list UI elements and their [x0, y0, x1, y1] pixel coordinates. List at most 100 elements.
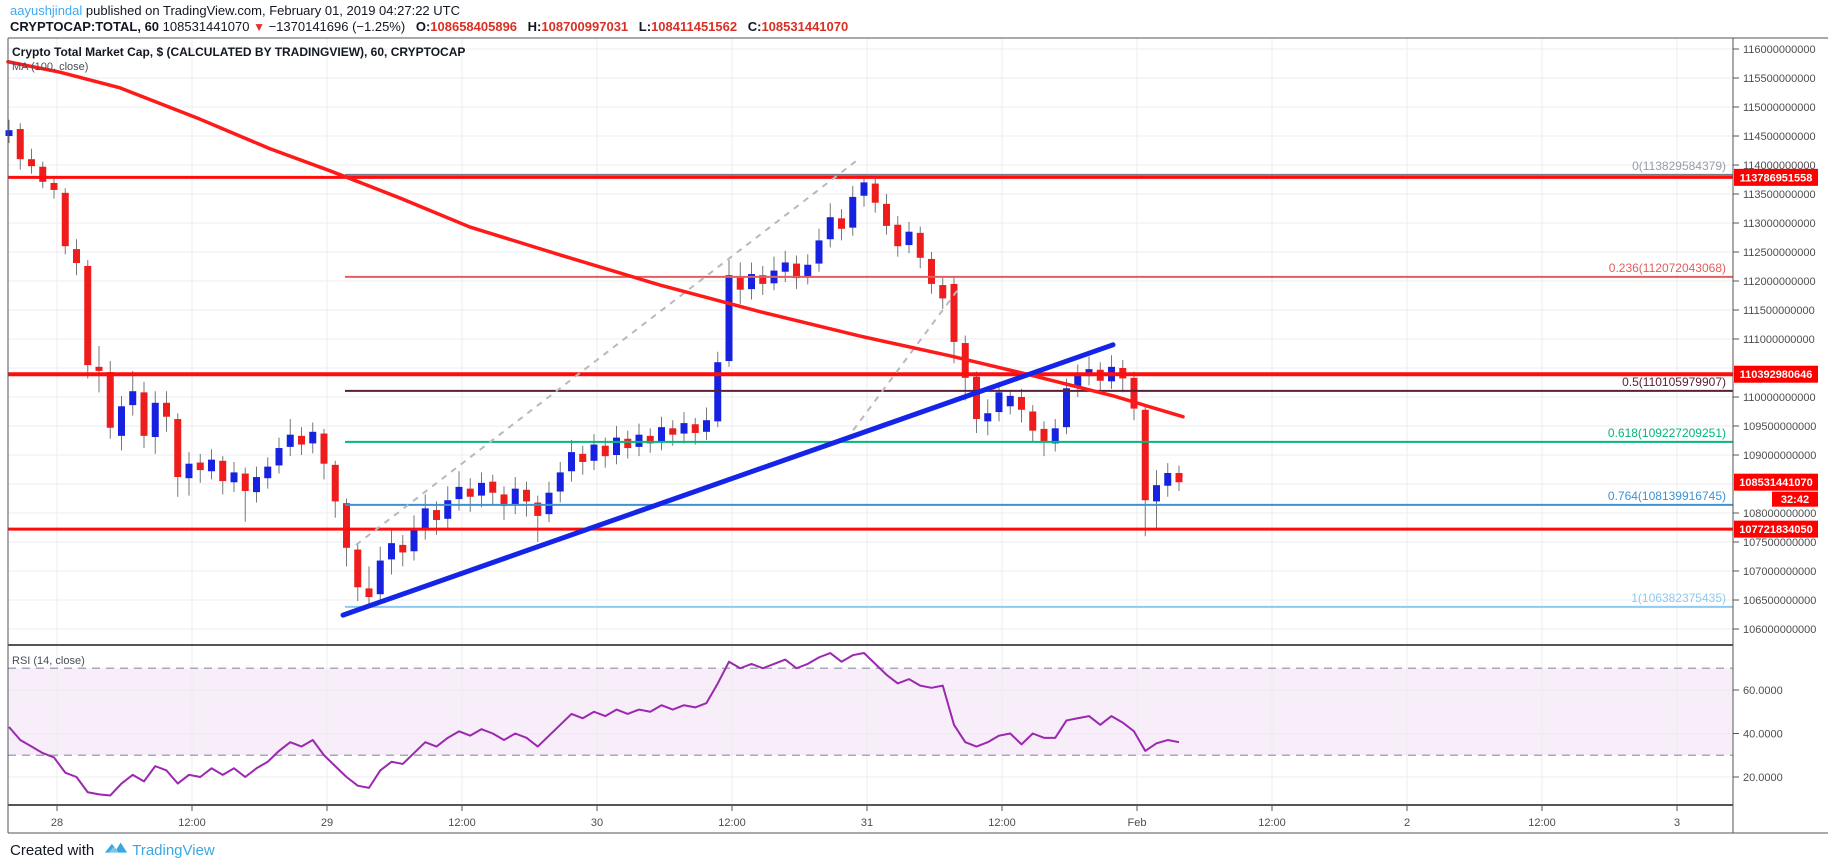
publish-info-line: aayushjindal published on TradingView.co…: [10, 3, 460, 18]
candle: [118, 406, 125, 436]
time-axis-label: 3: [1674, 817, 1680, 829]
candle: [1153, 485, 1160, 502]
candle: [1141, 409, 1149, 501]
open-value: 108658405896: [430, 19, 518, 34]
open-pair: O:108658405896: [416, 19, 517, 34]
candle: [556, 472, 564, 492]
close-label: C:: [747, 19, 762, 34]
candle: [804, 264, 812, 278]
countdown-badge-bg: [1772, 491, 1818, 507]
alert-price-badge: 110392980646: [1740, 369, 1813, 381]
candle: [748, 274, 755, 290]
candle: [1175, 472, 1183, 483]
candle: [635, 434, 643, 447]
fib-level-label: 0.618(109227209251): [1608, 426, 1726, 440]
candle: [950, 283, 958, 342]
candle: [984, 413, 992, 422]
ohlc-status-line: CRYPTOCAP:TOTAL, 60 108531441070 ▼ −1370…: [10, 19, 848, 34]
candle: [838, 218, 845, 229]
candle: [264, 466, 272, 479]
candle: [478, 482, 485, 496]
candle: [579, 453, 587, 462]
rsi-band: [8, 668, 1733, 756]
candle: [1006, 395, 1014, 407]
candle: [759, 275, 767, 284]
price-axis-label: 109500000000: [1743, 421, 1816, 433]
high-pair: H:108700997031: [528, 19, 628, 34]
fib-level-label: 0.236(112072043068): [1609, 261, 1726, 275]
candle: [421, 508, 429, 529]
time-axis-label: 12:00: [1528, 817, 1556, 829]
time-axis-label: 30: [591, 817, 603, 829]
candle: [275, 448, 283, 466]
rsi-indicator-label[interactable]: RSI (14, close): [12, 655, 85, 667]
time-axis-label: 12:00: [178, 817, 206, 829]
fib-level-label: 1(106382375435): [1631, 591, 1726, 605]
candle: [916, 232, 924, 258]
close-pair: C:108531441070: [748, 19, 848, 34]
down-arrow-icon: ▼: [253, 20, 265, 34]
candle: [331, 464, 339, 502]
candle: [826, 217, 834, 240]
price-axis-label: 106500000000: [1743, 595, 1816, 607]
candle: [455, 486, 463, 500]
candle: [613, 437, 620, 455]
candle: [1018, 397, 1025, 410]
attribution-footer: Created with TradingView: [10, 840, 215, 860]
alert-price-badge: 113786951558: [1740, 172, 1813, 184]
candle: [624, 438, 632, 449]
candle: [84, 265, 92, 366]
alert-price-badge-bg: [1734, 520, 1818, 538]
candle: [5, 130, 13, 136]
candle: [905, 231, 913, 246]
candle: [208, 459, 215, 472]
candle: [691, 424, 699, 433]
price-axis-label: 108000000000: [1743, 508, 1816, 520]
candle: [50, 182, 58, 190]
fib-level-label: 0.5(110105979907): [1622, 375, 1726, 389]
time-axis-label: 29: [321, 817, 333, 829]
candle: [871, 183, 879, 203]
tradingview-brand-link[interactable]: TradingView: [132, 841, 215, 859]
candle: [185, 463, 193, 479]
candle: [410, 529, 418, 552]
candle: [601, 445, 609, 457]
high-value: 108700997031: [541, 19, 629, 34]
candle: [860, 182, 868, 196]
high-label: H:: [527, 19, 542, 34]
candle: [894, 224, 902, 247]
rsi-axis-label: 20.0000: [1743, 772, 1783, 784]
candle: [298, 435, 305, 445]
time-axis-label: 12:00: [718, 817, 746, 829]
tradingview-logo-icon[interactable]: [104, 840, 128, 860]
candle: [61, 192, 69, 247]
chart-title: Crypto Total Market Cap, $ (CALCULATED B…: [12, 45, 466, 59]
candle: [815, 240, 823, 264]
candle: [286, 434, 294, 447]
time-axis-label: 2: [1404, 817, 1410, 829]
ma-indicator-label[interactable]: MA (100, close): [12, 61, 89, 73]
candle: [354, 549, 362, 588]
candle: [511, 488, 519, 505]
candle: [388, 543, 395, 560]
price-axis-label: 110000000000: [1743, 392, 1816, 404]
time-axis-label: 31: [861, 817, 873, 829]
price-axis-label: 112500000000: [1743, 247, 1816, 259]
price-axis-label: 112000000000: [1743, 276, 1816, 288]
time-axis-label: Feb: [1128, 817, 1147, 829]
last-price-badge-bg: [1734, 473, 1818, 491]
open-label: O:: [415, 19, 431, 34]
price-axis-label: 106000000000: [1743, 624, 1816, 636]
candle: [680, 423, 688, 434]
ma-line: [6, 60, 1185, 419]
candle: [928, 258, 935, 284]
price-axis-label: 109000000000: [1743, 450, 1816, 462]
candle: [883, 203, 890, 226]
low-pair: L:108411451562: [639, 19, 737, 34]
price-axis-label: 111500000000: [1743, 305, 1815, 317]
author-link[interactable]: aayushjindal: [10, 3, 83, 18]
candle: [781, 262, 789, 272]
candle: [16, 129, 24, 160]
